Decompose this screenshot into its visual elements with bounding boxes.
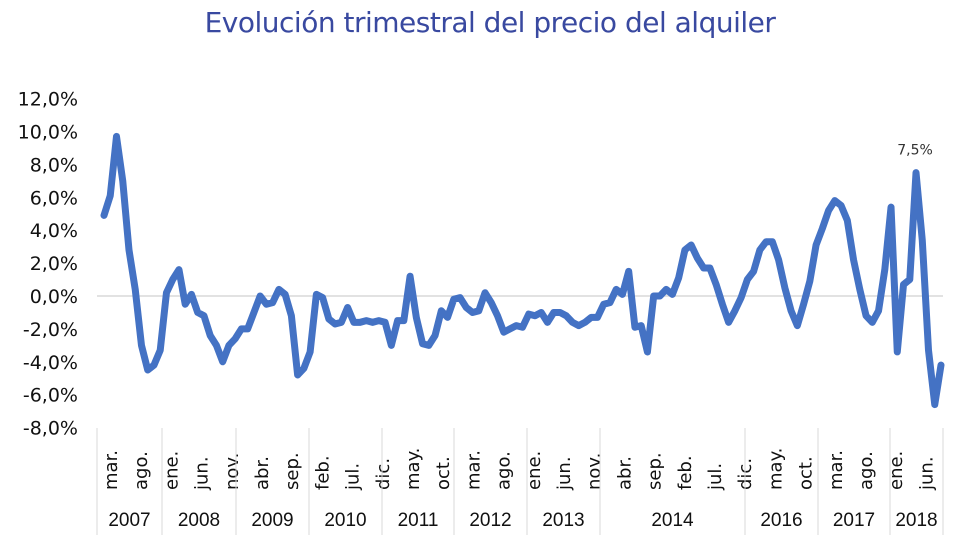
- x-tick-label: ago.: [131, 451, 152, 490]
- x-tick-label: nov.: [222, 453, 243, 490]
- year-label: 2018: [895, 510, 937, 531]
- y-tick-label: 10,0%: [18, 122, 78, 144]
- year-label: 2017: [833, 510, 875, 531]
- data-label: 7,5%: [897, 143, 933, 159]
- y-tick-label: 8,0%: [30, 154, 78, 176]
- x-tick-label: ene.: [886, 451, 907, 490]
- x-tick-label: ene.: [524, 451, 545, 490]
- x-tick-label: abr.: [252, 456, 273, 490]
- year-label: 2008: [178, 510, 220, 531]
- x-tick-label: mar.: [463, 450, 484, 490]
- y-tick-label: -6,0%: [23, 385, 78, 407]
- x-tick-label: mar.: [101, 450, 122, 490]
- year-label: 2009: [251, 510, 293, 531]
- x-tick-label: mar.: [826, 450, 847, 490]
- x-tick-label: ene.: [161, 451, 182, 490]
- x-tick-label: ago.: [494, 451, 515, 490]
- data-series-line: [100, 132, 945, 409]
- x-tick-label: jul.: [705, 463, 726, 491]
- x-tick-label: feb.: [312, 455, 333, 490]
- x-tick-label: sep.: [645, 452, 666, 490]
- year-label: 2016: [760, 510, 802, 531]
- y-tick-label: -8,0%: [23, 418, 78, 440]
- y-tick-label: 4,0%: [30, 220, 78, 242]
- y-tick-label: 12,0%: [18, 89, 78, 111]
- x-tick-label: may.: [765, 448, 786, 490]
- x-tick-label: sep.: [282, 452, 303, 490]
- x-tick-label: oct.: [433, 456, 454, 490]
- y-tick-label: 6,0%: [30, 187, 78, 209]
- y-tick-label: 0,0%: [30, 286, 78, 308]
- year-label: 2012: [469, 510, 511, 531]
- x-tick-label: jun.: [916, 456, 937, 491]
- year-label: 2014: [651, 510, 694, 531]
- x-tick-label: abr.: [614, 456, 635, 490]
- x-tick-label: jul.: [343, 463, 364, 491]
- x-tick-label: dic.: [735, 458, 756, 490]
- x-tick-label: oct.: [796, 456, 817, 490]
- x-tick-label: jun.: [192, 456, 213, 491]
- y-tick-label: -4,0%: [23, 352, 78, 374]
- year-label: 2010: [324, 510, 366, 531]
- y-tick-label: 2,0%: [30, 253, 78, 275]
- x-tick-label: dic.: [373, 458, 394, 490]
- year-label: 2013: [542, 510, 584, 531]
- year-label: 2011: [398, 510, 439, 531]
- x-tick-label: ago.: [856, 451, 877, 490]
- x-tick-label: nov.: [584, 453, 605, 490]
- y-tick-label: -2,0%: [23, 319, 78, 341]
- x-tick-label: may.: [403, 448, 424, 490]
- year-label: 2007: [108, 510, 150, 531]
- x-tick-label: feb.: [675, 455, 696, 490]
- chart-title: Evolución trimestral del precio del alqu…: [204, 6, 776, 39]
- x-tick-label: jun.: [554, 456, 575, 491]
